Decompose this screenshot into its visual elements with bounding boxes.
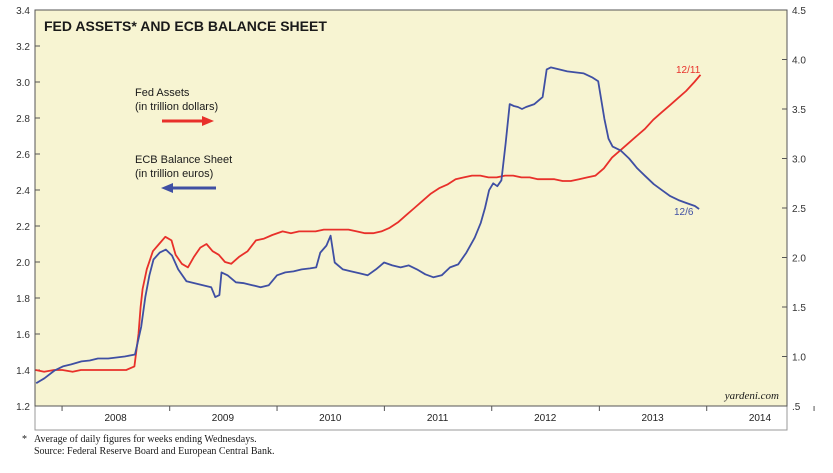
right-tick-label: 4.0 — [792, 56, 806, 67]
left-tick-label: 2.8 — [16, 114, 30, 125]
right-tick-label: 1.0 — [792, 353, 806, 364]
fed-assets-line — [35, 74, 702, 373]
right-tick-label: 1.5 — [792, 303, 806, 314]
legend-ecb: ECB Balance Sheet (in trillion euros) — [135, 154, 232, 193]
year-label: 2014 — [749, 413, 772, 424]
left-tick-label: 3.0 — [16, 78, 30, 89]
year-label: 2009 — [212, 413, 235, 424]
right-tick-label: 2.5 — [792, 204, 806, 215]
chart-title: FED ASSETS* AND ECB BALANCE SHEET — [44, 18, 327, 34]
footnote-marker: * — [22, 434, 27, 445]
left-tick-label: 3.2 — [16, 42, 30, 53]
series-layer — [35, 66, 702, 384]
left-tick-label: 2.4 — [16, 186, 30, 197]
left-tick-label: 1.8 — [16, 294, 30, 305]
year-label: 2008 — [104, 413, 127, 424]
left-tick-label: 1.4 — [16, 366, 30, 377]
right-tick-label: .5 — [792, 402, 801, 413]
legend-fed-arrow-icon — [162, 116, 214, 126]
right-axis: .5 1.0 1.5 2.0 2.5 3.0 3.5 4.0 4.5 — [782, 6, 806, 413]
year-label: 2012 — [534, 413, 557, 424]
ecb-end-label: 12/6 — [674, 207, 694, 218]
left-tick-label: 2.6 — [16, 150, 30, 161]
legend-ecb-name: ECB Balance Sheet — [135, 154, 232, 166]
legend-fed-unit: (in trillion dollars) — [135, 101, 218, 113]
right-tick-label: 3.5 — [792, 105, 806, 116]
left-tick-label: 1.6 — [16, 330, 30, 341]
fed-end-label: 12/11 — [676, 65, 701, 76]
year-label: 2010 — [319, 413, 342, 424]
right-tick-label: 2.0 — [792, 254, 806, 265]
left-tick-label: 3.4 — [16, 6, 30, 17]
x-axis: 2008 2009 2010 2011 2012 2013 2014 — [61, 406, 815, 424]
year-label: 2013 — [641, 413, 664, 424]
left-tick-label: 1.2 — [16, 402, 30, 413]
footnote: * Average of daily figures for weeks end… — [22, 434, 274, 458]
legend-ecb-arrow-icon — [161, 183, 216, 193]
left-tick-label: 2.0 — [16, 258, 30, 269]
watermark: yardeni.com — [724, 390, 779, 402]
ecb-balance-line — [35, 66, 700, 384]
left-axis: 1.2 1.4 1.6 1.8 2.0 2.2 2.4 2.6 2.8 3.0 3.2 3.4 — [16, 6, 40, 413]
legend-ecb-unit: (in trillion euros) — [135, 168, 213, 180]
legend-fed-name: Fed Assets — [135, 87, 190, 99]
right-tick-label: 4.5 — [792, 6, 806, 17]
footnote-line-1: Average of daily figures for weeks endin… — [34, 434, 257, 445]
footnote-line-2: Source: Federal Reserve Board and Europe… — [34, 446, 275, 457]
legend-fed: Fed Assets (in trillion dollars) — [135, 87, 218, 126]
year-label: 2011 — [427, 413, 449, 424]
right-tick-label: 3.0 — [792, 155, 806, 166]
left-tick-label: 2.2 — [16, 222, 30, 233]
plot-background — [34, 9, 788, 407]
